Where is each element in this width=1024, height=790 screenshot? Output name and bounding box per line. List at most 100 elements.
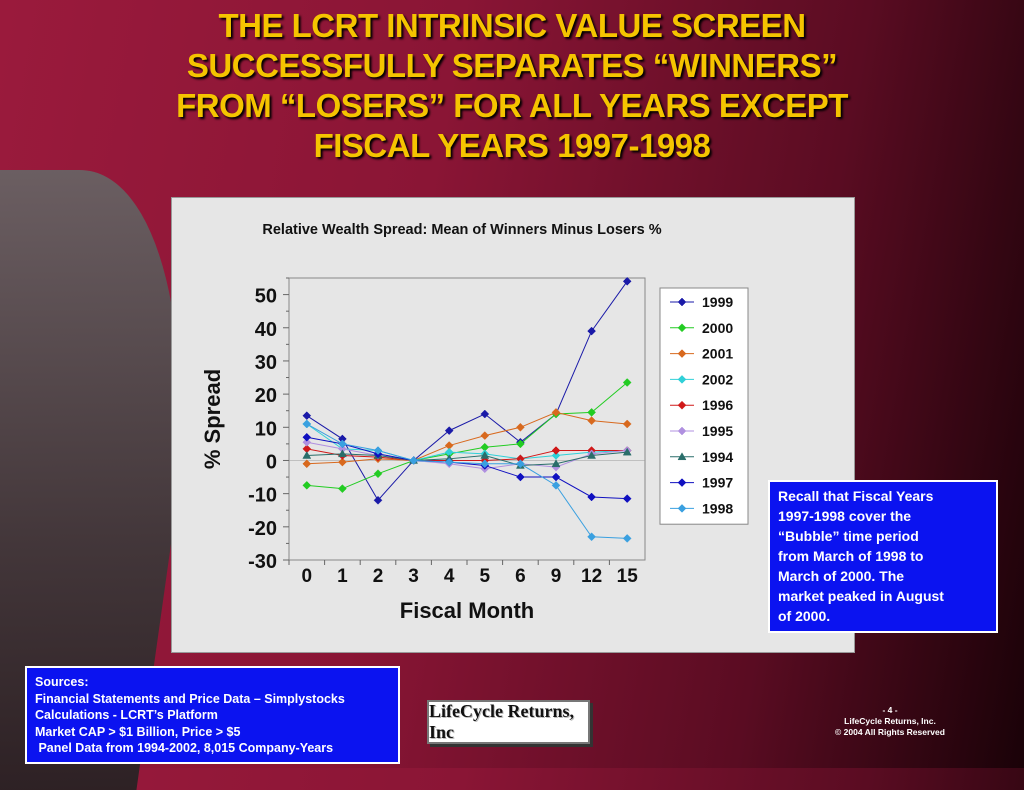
data-point-1994: [337, 449, 347, 458]
title-line: SUCCESSFULLY SEPARATES “WINNERS”: [186, 47, 838, 84]
series-line-2001: [306, 411, 628, 465]
slide-footer: - 4 - LifeCycle Returns, Inc. © 2004 All…: [810, 705, 970, 738]
data-point-2001: [587, 416, 596, 426]
legend-marker: [677, 349, 687, 358]
legend-marker: [677, 504, 687, 513]
legend-marker: [677, 323, 687, 333]
data-point-2001: [516, 422, 525, 432]
x-tick-label: 0: [302, 566, 313, 587]
data-point-1994: [622, 447, 632, 456]
sources-line: Panel Data from 1994-2002, 8,015 Company…: [35, 741, 334, 755]
title-line: FROM “LOSERS” FOR ALL YEARS EXCEPT: [176, 87, 848, 124]
x-tick-label: 12: [581, 566, 602, 587]
data-point-1994: [302, 450, 312, 459]
legend-label: 2001: [702, 346, 733, 362]
data-point-1998: [338, 439, 347, 449]
y-tick-label: 20: [255, 385, 277, 407]
data-point-1999: [587, 326, 596, 336]
data-point-2001: [551, 408, 561, 417]
data-point-1997: [516, 472, 525, 482]
chart-title: Relative Wealth Spread: Mean of Winners …: [262, 222, 661, 238]
legend-marker: [677, 297, 687, 307]
data-point-2001: [338, 457, 347, 467]
data-point-1998: [516, 459, 525, 469]
legend-label: 1997: [702, 475, 733, 491]
y-tick-label: 10: [255, 418, 277, 440]
x-axis-label: Fiscal Month: [400, 598, 534, 623]
legend-label: 1999: [702, 294, 733, 310]
note-line: “Bubble” time period: [778, 528, 919, 544]
data-point-2001: [302, 459, 312, 469]
chart-panel: Relative Wealth Spread: Mean of Winners …: [171, 197, 855, 653]
note-line: 1997-1998 cover the: [778, 508, 912, 524]
data-point-1998: [551, 480, 561, 490]
data-point-2000: [516, 439, 525, 449]
data-point-1996: [551, 446, 561, 455]
data-point-2001: [480, 431, 490, 440]
legend-marker: [677, 478, 687, 487]
data-point-1998: [587, 532, 596, 542]
series-line-1998: [306, 423, 628, 539]
page-number: - 4 -: [882, 705, 898, 715]
note-line: market peaked in August: [778, 588, 944, 604]
x-tick-label: 2: [373, 566, 384, 587]
data-point-1999: [622, 276, 632, 286]
series-line-1995: [306, 441, 628, 470]
sources-line: Financial Statements and Price Data – Si…: [35, 691, 345, 706]
data-point-1997: [622, 494, 632, 503]
data-point-1999: [480, 409, 490, 419]
sources-line: Calculations - LCRT’s Platform: [35, 708, 218, 722]
y-tick-label: -30: [248, 551, 277, 573]
legend-label: 1994: [702, 449, 733, 465]
data-point-1999: [444, 426, 454, 435]
data-point-2001: [622, 419, 632, 429]
x-tick-label: 15: [617, 566, 639, 587]
x-tick-label: 4: [444, 566, 455, 587]
callout-note: Recall that Fiscal Years 1997-1998 cover…: [768, 480, 998, 633]
data-point-2000: [622, 378, 632, 387]
y-tick-label: -10: [248, 485, 277, 507]
data-point-2000: [373, 469, 383, 479]
legend-label: 2002: [702, 371, 733, 387]
sources-line: Market CAP > $1 Billion, Price > $5: [35, 724, 241, 739]
sources-line: Sources:: [35, 675, 89, 689]
slide-title: THE LCRT INTRINSIC VALUE SCREEN SUCCESSF…: [60, 6, 964, 166]
logo-text: LifeCycle Returns, Inc: [429, 701, 574, 742]
data-point-1998: [302, 419, 312, 429]
company-logo: LifeCycle Returns, Inc: [427, 700, 590, 744]
series-line-1999: [306, 281, 628, 502]
note-line: Recall that Fiscal Years: [778, 488, 934, 504]
data-point-1999: [373, 495, 383, 505]
data-point-2000: [302, 480, 312, 490]
data-point-1998: [480, 459, 490, 469]
data-point-1998: [409, 456, 418, 465]
data-point-1994: [551, 459, 561, 468]
y-axis-label: % Spread: [200, 369, 225, 469]
note-line: of 2000.: [778, 608, 831, 624]
legend-label: 2000: [702, 320, 733, 336]
data-point-1998: [373, 446, 383, 455]
series-line-1996: [306, 448, 628, 461]
note-line: March of 2000. The: [778, 568, 905, 584]
y-tick-label: -20: [248, 518, 277, 540]
footer-copyright: © 2004 All Rights Reserved: [835, 727, 945, 737]
series-line-1997: [306, 436, 628, 500]
x-tick-label: 9: [551, 566, 562, 587]
data-point-1997: [302, 432, 312, 442]
x-tick-label: 1: [337, 566, 348, 587]
legend-label: 1996: [702, 397, 733, 413]
footer-company: LifeCycle Returns, Inc.: [844, 716, 936, 726]
legend-marker: [677, 426, 687, 436]
data-point-1994: [587, 450, 597, 459]
data-point-1997: [587, 492, 596, 502]
legend-marker: [677, 375, 687, 384]
data-point-2000: [338, 484, 347, 494]
data-point-1994: [480, 450, 490, 459]
series-line-2002: [306, 423, 628, 461]
y-tick-label: 50: [255, 286, 277, 308]
data-point-1998: [622, 534, 632, 543]
data-point-1995: [302, 437, 312, 447]
x-tick-label: 5: [480, 566, 491, 587]
line-chart: Relative Wealth Spread: Mean of Winners …: [200, 222, 749, 623]
data-point-1999: [302, 411, 312, 421]
